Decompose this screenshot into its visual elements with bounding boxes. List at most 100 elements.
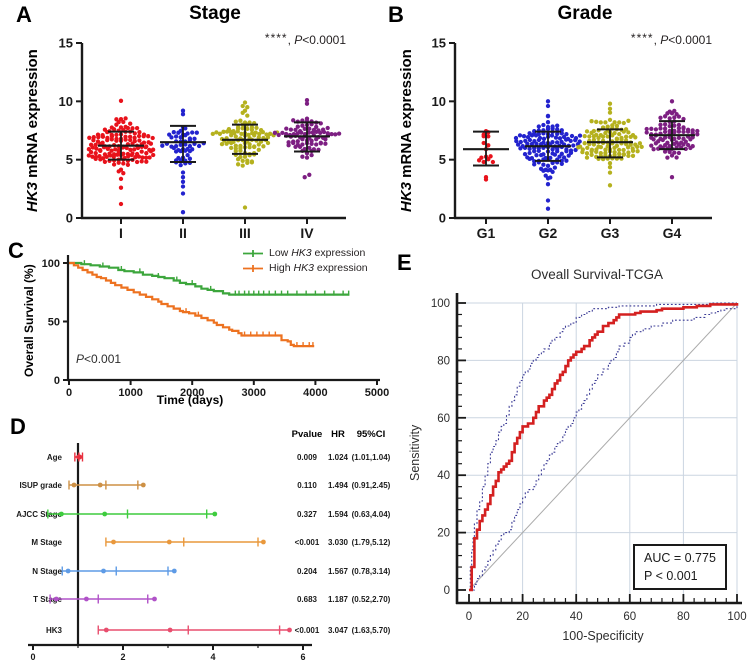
panel-a-letter: A [16, 2, 32, 27]
svg-text:T Stage: T Stage [33, 595, 62, 604]
panel-b-annot-sep: , [653, 33, 661, 47]
forest-header-hr: HR [331, 429, 345, 440]
panel-a-ylabel: HK3 mRNA expression [24, 38, 41, 223]
svg-text:3000: 3000 [242, 387, 266, 399]
censor-ticks [185, 308, 314, 348]
svg-text:III: III [239, 225, 251, 240]
svg-text:HK3: HK3 [46, 626, 63, 635]
svg-text:0.009: 0.009 [297, 453, 318, 462]
svg-text:4000: 4000 [303, 387, 327, 399]
panel-a-significance: ****, P<0.0001 [230, 31, 346, 47]
svg-text:4: 4 [210, 652, 215, 660]
panel-a-annot-sep: , [287, 33, 295, 47]
roc-xlabel: 100-Specificity [562, 629, 644, 643]
series-95%-ci-lower [469, 303, 738, 591]
svg-text:40: 40 [437, 470, 450, 482]
panel-c-pvalue: P<0.001 [76, 352, 121, 366]
svg-text:80: 80 [677, 611, 690, 623]
auc-value: AUC = 0.775 [644, 551, 716, 565]
svg-text:0.110: 0.110 [297, 481, 317, 490]
errorbar-III [222, 123, 268, 155]
svg-text:AJCC Stage: AJCC Stage [16, 510, 62, 519]
svg-text:0: 0 [66, 211, 73, 226]
svg-text:1.187: 1.187 [328, 595, 349, 604]
panel-a-stars: **** [264, 31, 288, 45]
svg-text:0: 0 [66, 387, 72, 399]
svg-text:N Stage: N Stage [32, 567, 62, 576]
errorbar-G4 [649, 120, 695, 151]
panel-b-stars: **** [630, 31, 654, 45]
svg-text:1.567: 1.567 [328, 567, 349, 576]
svg-text:100: 100 [727, 611, 746, 623]
panel-b-letter: B [388, 2, 404, 27]
forest-row-t-stage: T Stage 0.683 1.187 (0.52,2.70) [33, 594, 391, 604]
svg-text:5000: 5000 [365, 387, 389, 399]
forest-plot: 0 2 4 6 Age 0.009 1.024 (1.01,1.04) ISUP grade 0.… [16, 443, 391, 660]
panel-c-xlabel: Time (days) [156, 393, 224, 407]
errorbar-II [160, 124, 206, 163]
roc-ylabel: Sensitivity [408, 424, 422, 482]
forest-row-hk3: HK3 <0.001 3.047 (1.63,5.70) [46, 625, 391, 635]
svg-text:Age: Age [47, 453, 63, 462]
svg-text:(0.91,2.45): (0.91,2.45) [352, 481, 391, 490]
km-legend-swatch-icon [243, 249, 263, 257]
svg-text:I: I [119, 225, 123, 240]
svg-text:<0.001: <0.001 [295, 538, 320, 547]
svg-text:0: 0 [30, 652, 35, 660]
panel-b-ylabel-rest: mRNA expression [398, 49, 415, 182]
panel-b-ylabel-gene: HK3 [398, 181, 415, 212]
panel-c-ylabel: Overall Survival (%) [22, 264, 36, 378]
svg-text:(0.78,3.14): (0.78,3.14) [352, 567, 391, 576]
svg-text:3.030: 3.030 [328, 538, 349, 547]
km-legend-item-high: High HK3 expression [242, 262, 368, 274]
censor-ticks [83, 260, 350, 296]
svg-text:1.594: 1.594 [328, 510, 349, 519]
panel-a-ylabel-gene: HK3 [24, 181, 41, 212]
dot-group-III [210, 100, 280, 210]
series-diagonal [468, 302, 738, 591]
panel-e-letter: E [397, 250, 412, 275]
svg-text:(1.79,5.12): (1.79,5.12) [352, 538, 391, 547]
svg-text:10: 10 [59, 94, 73, 109]
dot-groups [463, 99, 700, 211]
axes: 0 20 40 60 80 100 0 20 40 60 80 100 [431, 293, 747, 623]
km-curves [69, 260, 350, 348]
panel-a-title: Stage [189, 3, 241, 24]
panel-b-ylabel: HK3 mRNA expression [398, 38, 415, 223]
panel-b-significance: ****, P<0.0001 [596, 31, 712, 47]
svg-text:II: II [179, 225, 187, 240]
svg-text:2000: 2000 [180, 387, 204, 399]
forest-header-pvalue: Pvalue [291, 429, 323, 440]
svg-text:80: 80 [437, 355, 450, 367]
errorbar-G1 [463, 130, 509, 167]
forest-row-n-stage: N Stage 0.204 1.567 (0.78,3.14) [32, 566, 391, 576]
svg-text:6: 6 [300, 652, 305, 660]
svg-text:(1.01,1.04): (1.01,1.04) [352, 453, 391, 462]
svg-text:0: 0 [444, 585, 450, 597]
errorbar-G2 [525, 130, 571, 162]
svg-text:40: 40 [570, 611, 583, 623]
svg-text:IV: IV [300, 225, 314, 240]
km-legend-item-low: Low HK3 expression [242, 247, 368, 259]
svg-text:2: 2 [120, 652, 125, 660]
svg-text:0: 0 [466, 611, 472, 623]
svg-text:1000: 1000 [118, 387, 142, 399]
svg-text:0.683: 0.683 [297, 595, 318, 604]
series-roc-curve [469, 303, 739, 592]
km-legend-swatch-icon [243, 264, 263, 272]
svg-text:100: 100 [42, 258, 60, 270]
auc-pvalue: P < 0.001 [644, 569, 698, 584]
svg-text:G2: G2 [539, 225, 558, 240]
series-95%-ci-upper [469, 302, 737, 591]
errorbar-IV [284, 121, 330, 153]
forest-row-ajcc-stage: AJCC Stage 0.327 1.594 (0.63,4.04) [16, 509, 391, 519]
svg-text:10: 10 [432, 94, 446, 109]
panel-c-letter: C [8, 238, 24, 263]
km-legend-label: Low HK3 expression [269, 247, 366, 259]
svg-text:(0.63,4.04): (0.63,4.04) [352, 510, 391, 519]
forest-header-ci: 95%CI [356, 429, 386, 440]
svg-text:0: 0 [439, 211, 446, 226]
auc-annotation-box: AUC = 0.775 P < 0.001 [633, 544, 727, 591]
